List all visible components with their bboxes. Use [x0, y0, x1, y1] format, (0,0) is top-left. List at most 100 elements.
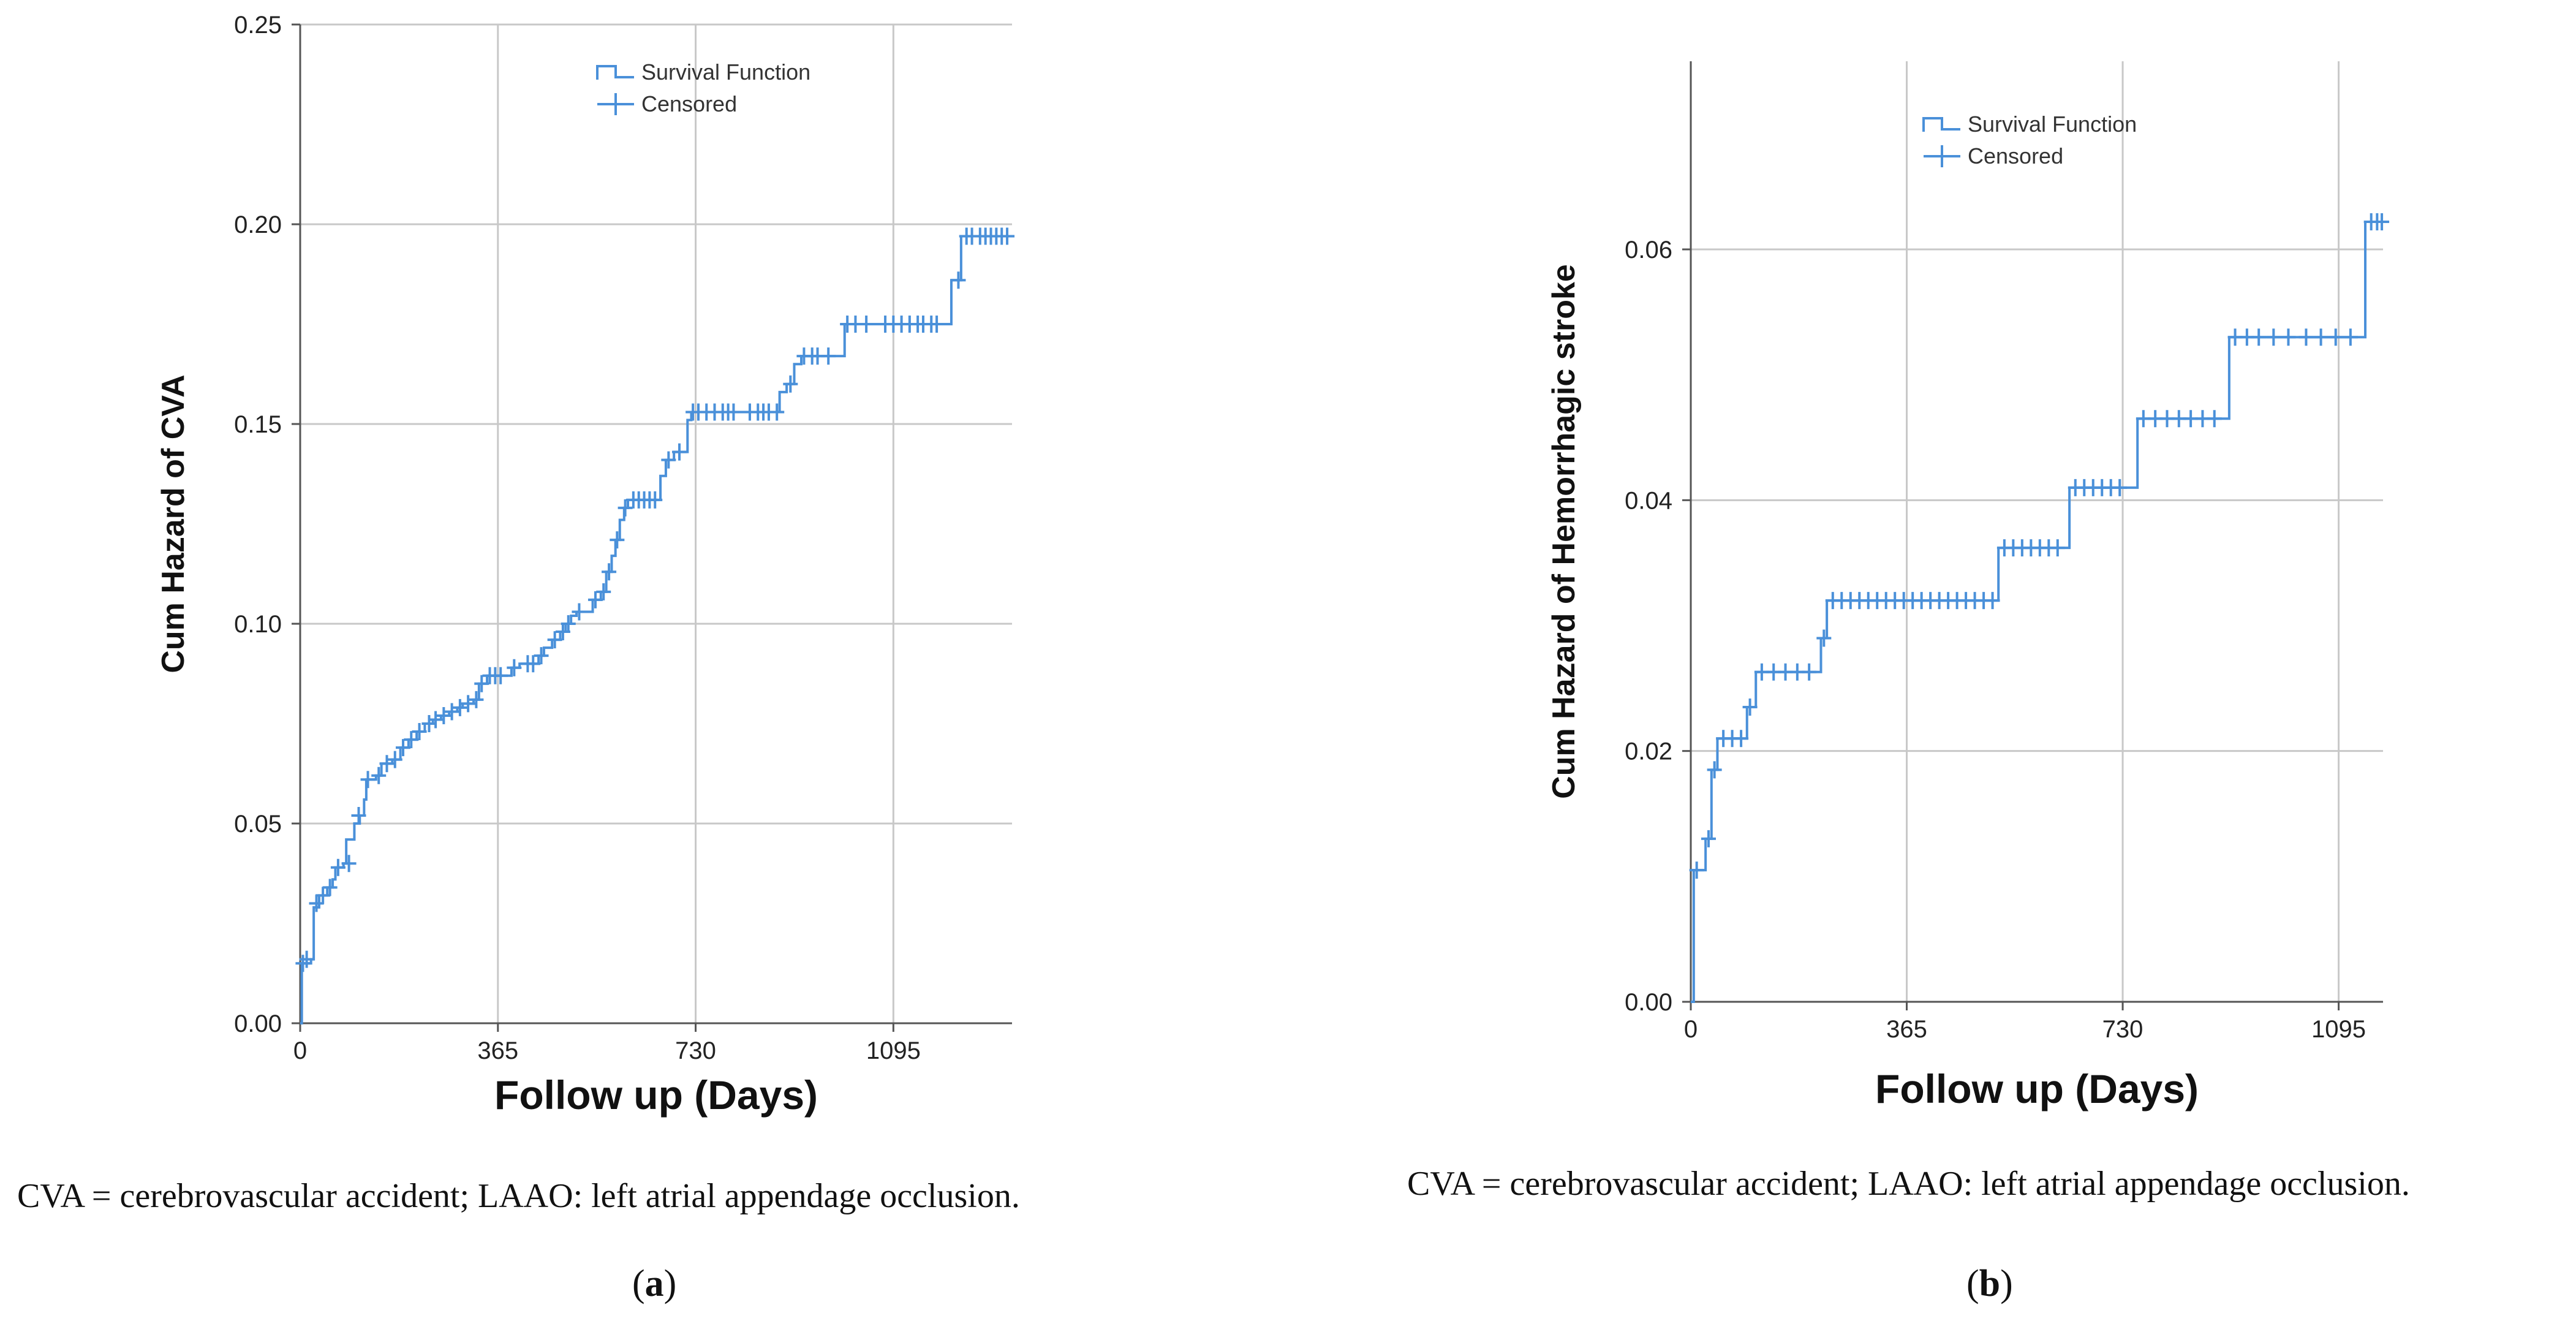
censored-marker — [1802, 663, 1817, 681]
y-tick-label: 0.04 — [1625, 487, 1672, 514]
legend-censored-swatch — [1924, 145, 1960, 167]
x-axis-title: Follow up (Days) — [494, 1072, 818, 1118]
censored-marker — [493, 667, 508, 684]
censored-marker — [322, 879, 338, 896]
censored-marker — [929, 316, 945, 333]
plot-area — [1691, 61, 2383, 1002]
censored-marker — [351, 806, 366, 824]
y-tick-label: 0.20 — [234, 211, 282, 238]
censored-marker — [547, 631, 562, 649]
x-tick-label: 0 — [293, 1037, 307, 1064]
panel-b: 0.00 0.02 0.04 0.06 0 365 730 1095 Survival Func… — [1286, 0, 2576, 1329]
censored-marker — [2050, 539, 2065, 557]
censored-marker — [821, 347, 836, 365]
censored-marker — [1701, 830, 1716, 847]
panel-label-a: (a) — [632, 1263, 677, 1304]
panel-label-a-letter: a — [644, 1263, 664, 1304]
x-axis-title: Follow up (Days) — [1875, 1066, 2199, 1111]
y-tick-label: 0.00 — [234, 1010, 282, 1037]
censored-marker — [1742, 699, 1758, 716]
censored-marker — [436, 706, 451, 724]
x-tick-label: 365 — [1886, 1016, 1927, 1043]
censored-marker — [534, 647, 549, 665]
censored-marker — [2328, 328, 2343, 346]
censored-marker — [2112, 479, 2128, 496]
censored-marker — [2343, 328, 2358, 346]
legend-survival-label: Survival Function — [1968, 112, 2137, 137]
x-tick-label: 1095 — [866, 1037, 921, 1064]
censored-marker — [330, 858, 346, 876]
censored-marker — [672, 443, 687, 461]
censored-marker — [360, 771, 376, 789]
censored-marker — [1816, 629, 1832, 647]
censored-marker — [2207, 410, 2222, 428]
censored-marker — [1000, 227, 1015, 245]
x-tick-label: 730 — [2102, 1016, 2144, 1043]
censored-marker — [587, 591, 603, 608]
censored-marker — [951, 271, 966, 289]
y-tick-label: 0.25 — [234, 12, 282, 39]
censored-marker — [561, 615, 576, 632]
censored-marker — [618, 499, 633, 517]
x-tick-label: 1095 — [2311, 1016, 2366, 1043]
censored-marker — [2374, 213, 2390, 230]
y-tick-label: 0.15 — [234, 411, 282, 438]
censored-marker — [428, 711, 444, 729]
censored-marker — [396, 739, 411, 757]
chart-b: 0.00 0.02 0.04 0.06 0 365 730 1095 Survival Func… — [1546, 61, 2390, 1111]
censored-marker — [315, 887, 331, 904]
censored-marker — [2251, 328, 2267, 346]
censored-marker — [1707, 761, 1722, 779]
censored-marker — [341, 855, 357, 873]
censored-marker — [412, 723, 427, 741]
censored-marker — [2266, 328, 2281, 346]
censored-marker — [2298, 328, 2314, 346]
x-tick-label: 365 — [477, 1037, 518, 1064]
censored-marker — [469, 691, 484, 708]
caption-note-b: CVA = cerebrovascular accident; LAAO: le… — [1407, 1165, 2410, 1203]
censored-marker — [444, 703, 459, 721]
legend-survival-swatch — [596, 65, 634, 80]
censored-marker — [309, 895, 324, 912]
legend-survival-label: Survival Function — [641, 59, 810, 85]
censored-marker — [461, 695, 476, 713]
censored-marker — [474, 675, 489, 692]
censored-marker — [572, 603, 587, 621]
chart-a: 0.00 0.05 0.10 0.15 0.20 0.25 0 365 730 1095 Survi… — [156, 12, 1015, 1118]
censored-marker — [379, 755, 395, 773]
censored-marker — [371, 767, 387, 784]
censored-marker — [526, 655, 541, 673]
censored-marker — [404, 731, 419, 749]
y-axis-title: Cum Hazard of CVA — [156, 374, 191, 673]
censored-marker — [2281, 328, 2296, 346]
panel-label-b-letter: b — [1979, 1263, 2001, 1304]
censored-marker — [1985, 592, 2000, 610]
legend-censored-swatch — [597, 93, 634, 115]
x-tick-label: 730 — [675, 1037, 716, 1064]
censored-marker — [769, 403, 785, 421]
y-tick-label: 0.02 — [1625, 738, 1672, 765]
censored-marker — [648, 491, 663, 509]
plot-area — [300, 25, 1012, 1023]
y-tick-label: 0.05 — [234, 811, 282, 838]
y-tick-label: 0.00 — [1625, 989, 1672, 1016]
censored-marker — [1689, 861, 1704, 879]
y-tick-label: 0.10 — [234, 611, 282, 638]
censored-marker — [2313, 328, 2329, 346]
panel-a: 0.00 0.05 0.10 0.15 0.20 0.25 0 365 730 1095 Survi… — [0, 0, 1286, 1329]
censored-marker — [387, 751, 402, 768]
censored-marker — [1734, 730, 1749, 748]
censored-marker — [602, 563, 617, 581]
censored-marker — [507, 659, 522, 676]
legend-censored-label: Censored — [1968, 143, 2063, 168]
censored-marker — [299, 950, 314, 968]
censored-marker — [859, 316, 874, 333]
censored-marker — [452, 699, 467, 716]
caption-note-a: CVA = cerebrovascular accident; LAAO: le… — [17, 1177, 1020, 1215]
censored-marker — [783, 375, 798, 393]
y-axis-title: Cum Hazard of Hemorrhagic stroke — [1546, 264, 1582, 799]
censored-marker — [661, 451, 676, 469]
survival-function-line — [300, 235, 1012, 1024]
panel-label-b: (b) — [1966, 1263, 2013, 1304]
censored-marker — [421, 715, 437, 732]
